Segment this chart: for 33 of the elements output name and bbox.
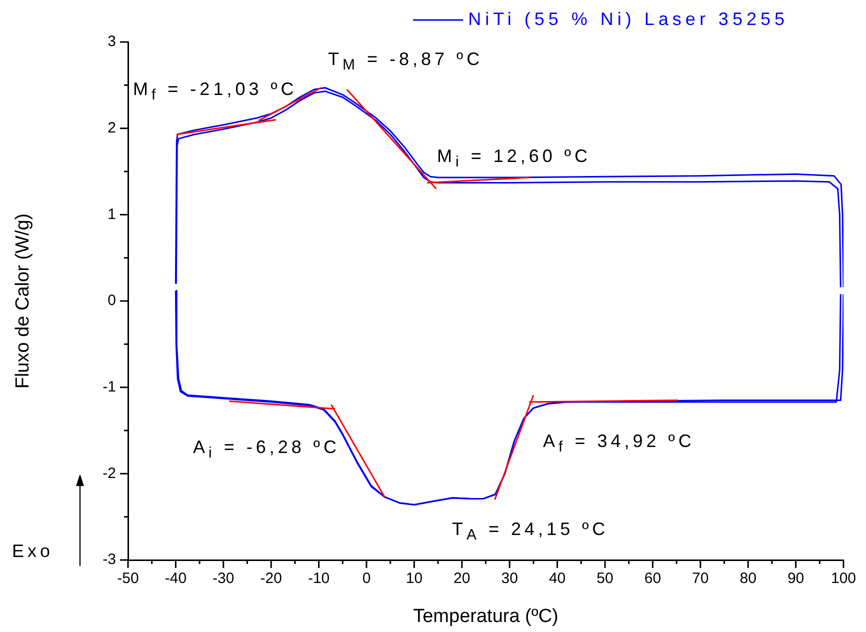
y-tick-label: 3 [108, 33, 116, 50]
x-tick-label: 70 [692, 570, 709, 588]
x-tick-label: 30 [501, 570, 518, 588]
annotation: M$_{f}$ = -21,03 ºC [133, 78, 298, 106]
y-axis-title: Fluxo de Calor (W/g) [12, 213, 34, 389]
y-tick-label: 2 [108, 119, 116, 136]
x-tick-label: -20 [260, 570, 282, 588]
annotation: T$_{A}$ = 24,15 ºC [452, 518, 609, 546]
text: Exo [12, 540, 54, 562]
x-tick-label: 60 [644, 570, 662, 588]
x-tick-label: 90 [787, 570, 804, 588]
x-tick-label: 80 [740, 570, 756, 588]
x-tick-label: -40 [164, 570, 187, 588]
y-tick-label: -1 [102, 378, 116, 396]
x-tick-label: 50 [596, 570, 614, 588]
x-tick-label: -50 [117, 570, 139, 588]
y-tick-label: -2 [102, 464, 116, 482]
annotation: T$_{M}$ = -8,87 ºC [328, 48, 484, 76]
x-tick-label: 40 [548, 570, 566, 588]
x-tick-label: 10 [406, 570, 423, 588]
annotation: A$_{f}$ = 34,92 ºC [543, 430, 695, 458]
annotation: M$_{i}$ = 12,60 ºC [437, 145, 591, 173]
x-tick-label: 0 [362, 570, 371, 588]
x-tick-label: -10 [308, 570, 330, 588]
x-axis-title: Temperatura (ºC) [413, 606, 558, 627]
x-tick-label: 100 [830, 570, 856, 588]
legend-label: NiTi (55 % Ni) Laser 35255 [468, 8, 788, 29]
x-tick-label: -30 [212, 570, 234, 588]
x-tick-label: 20 [454, 570, 470, 588]
annotation: A$_{i}$ = -6,28 ºC [193, 436, 340, 464]
y-tick-label: 0 [108, 292, 116, 310]
y-tick-label: -3 [102, 551, 116, 568]
y-tick-label: 1 [108, 206, 116, 223]
